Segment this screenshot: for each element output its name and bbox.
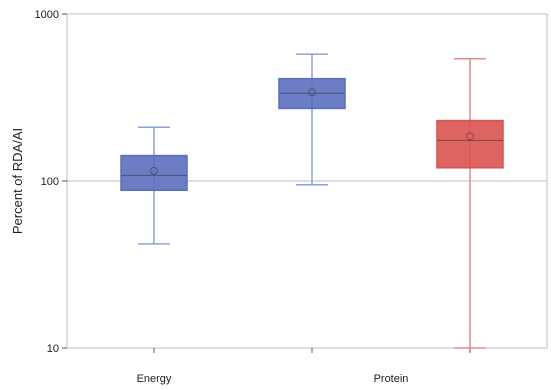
- mean-marker: [150, 166, 158, 175]
- x-axis: Energy Protein: [137, 348, 471, 385]
- box-iqr: [436, 119, 504, 169]
- mean-marker: [308, 88, 316, 97]
- box-energy-0: [120, 126, 188, 245]
- box-protein-1: [278, 53, 346, 186]
- y-axis-title: Percent of RDA/AI: [10, 128, 25, 234]
- y-tick-label: 100: [41, 176, 59, 188]
- y-axis: 10 100 1000: [35, 9, 67, 355]
- mean-marker: [466, 132, 474, 141]
- y-tick-label: 10: [47, 343, 59, 355]
- boxes: [120, 53, 504, 349]
- y-tick-label: 1000: [35, 9, 59, 21]
- box-iqr: [278, 77, 346, 110]
- box-protein-2: [436, 57, 504, 349]
- x-group-label: Energy: [137, 373, 172, 385]
- x-group-label: Protein: [374, 373, 409, 385]
- box-iqr: [120, 154, 188, 192]
